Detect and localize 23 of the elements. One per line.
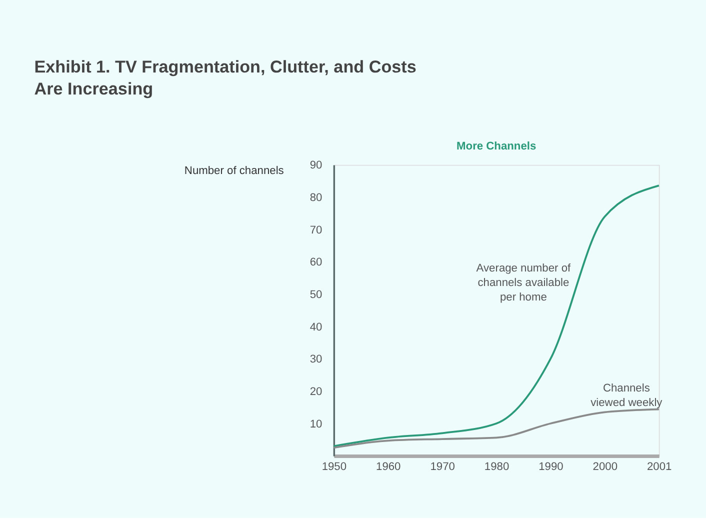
x-tick-label: 2000 bbox=[592, 460, 618, 473]
line-series bbox=[332, 184, 660, 448]
x-tick-label: 1990 bbox=[538, 460, 564, 473]
series-label: Channels viewed weekly bbox=[590, 382, 663, 409]
x-tick-label: 1980 bbox=[484, 460, 510, 473]
y-axis-title: Number of channels bbox=[184, 164, 284, 177]
series-label: Average number of channels available per home bbox=[476, 262, 572, 304]
y-tick-label: 70 bbox=[310, 224, 322, 236]
y-tick-label: 40 bbox=[310, 321, 322, 334]
y-tick-label: 20 bbox=[310, 386, 322, 398]
y-tick-label: 80 bbox=[310, 192, 322, 204]
x-tick-label: 1970 bbox=[430, 460, 455, 473]
y-tick-label: 50 bbox=[310, 289, 322, 302]
y-tick-label: 60 bbox=[310, 256, 322, 269]
x-tick-label: 1960 bbox=[376, 460, 401, 473]
x-tick-label: 2001 bbox=[647, 460, 672, 473]
y-tick-label: 90 bbox=[310, 160, 322, 172]
x-tick-label: 1950 bbox=[322, 460, 347, 473]
y-tick-label: 30 bbox=[310, 354, 322, 366]
y-tick-label: 10 bbox=[310, 418, 322, 430]
chart-title: Exhibit 1. TV Fragmentation, Clutter, and Costs Are Increasing bbox=[34, 57, 416, 99]
chart-subtitle: More Channels bbox=[456, 140, 536, 152]
line-series bbox=[332, 408, 660, 449]
